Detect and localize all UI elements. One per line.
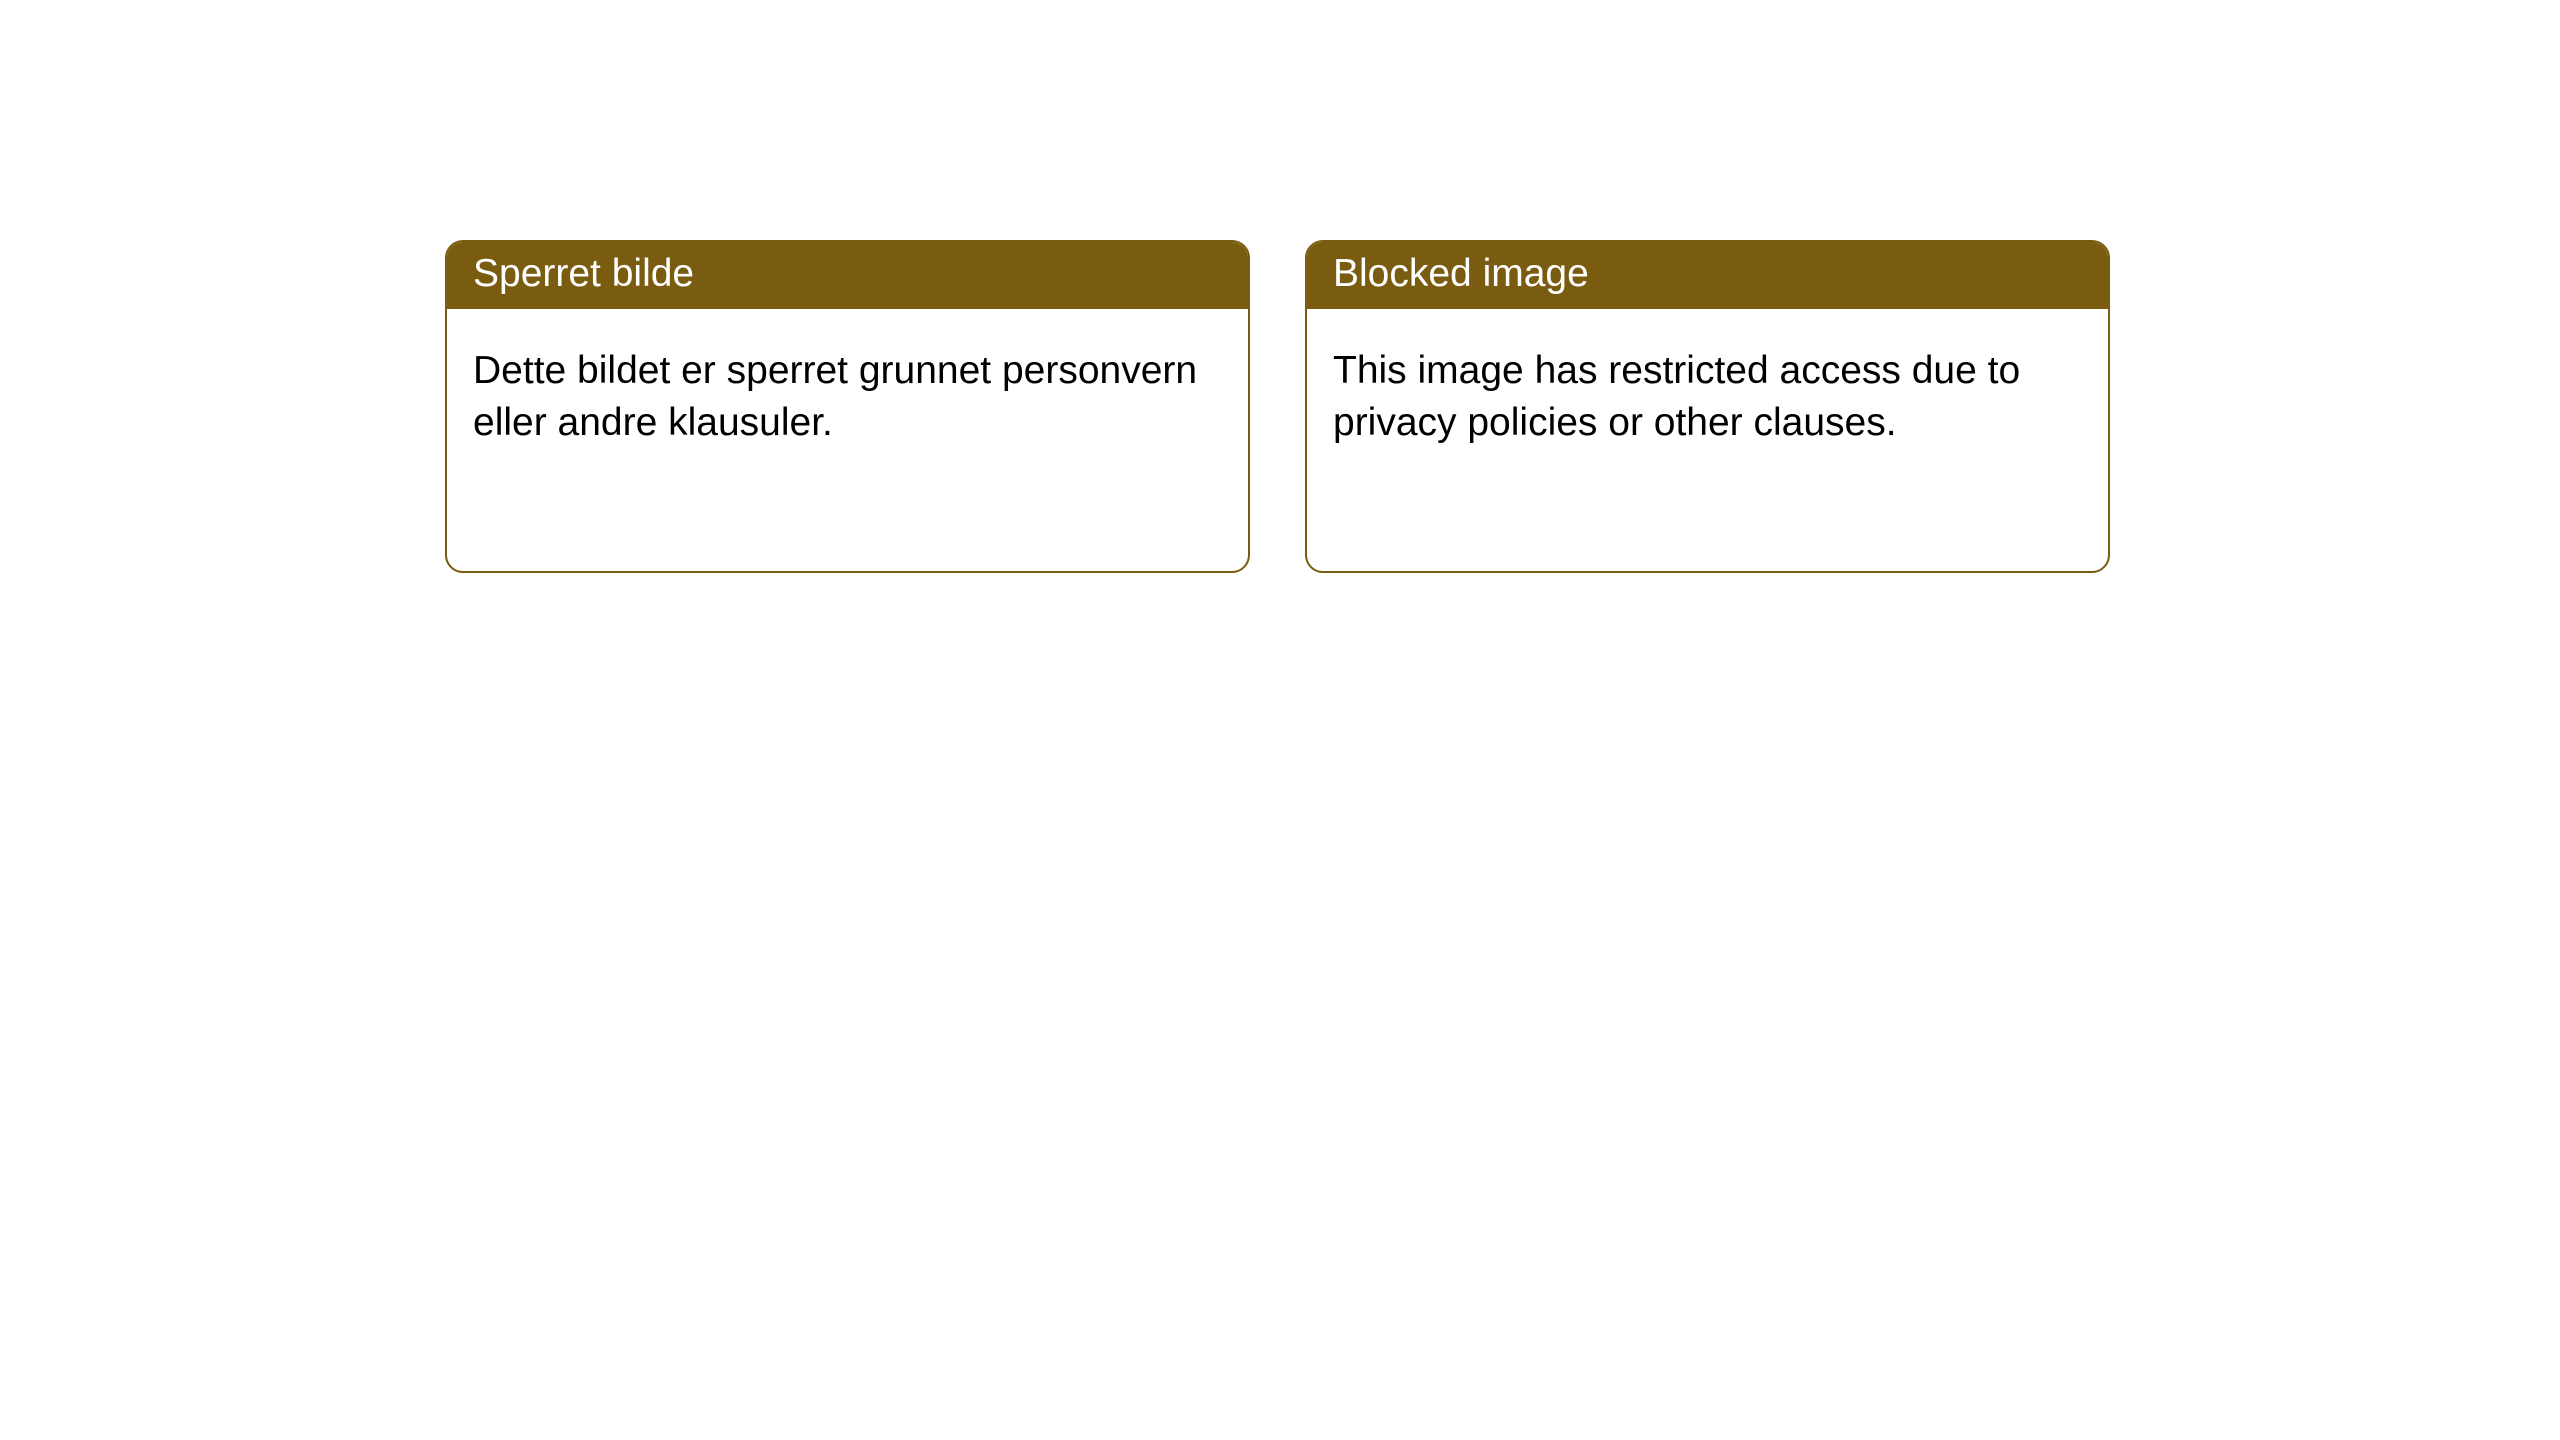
notice-body-norwegian: Dette bildet er sperret grunnet personve… [447,309,1248,475]
notice-body-english: This image has restricted access due to … [1307,309,2108,475]
notice-card-english: Blocked image This image has restricted … [1305,240,2110,573]
notice-title-norwegian: Sperret bilde [447,242,1248,309]
notice-card-norwegian: Sperret bilde Dette bildet er sperret gr… [445,240,1250,573]
notice-title-english: Blocked image [1307,242,2108,309]
notice-container: Sperret bilde Dette bildet er sperret gr… [0,0,2560,573]
